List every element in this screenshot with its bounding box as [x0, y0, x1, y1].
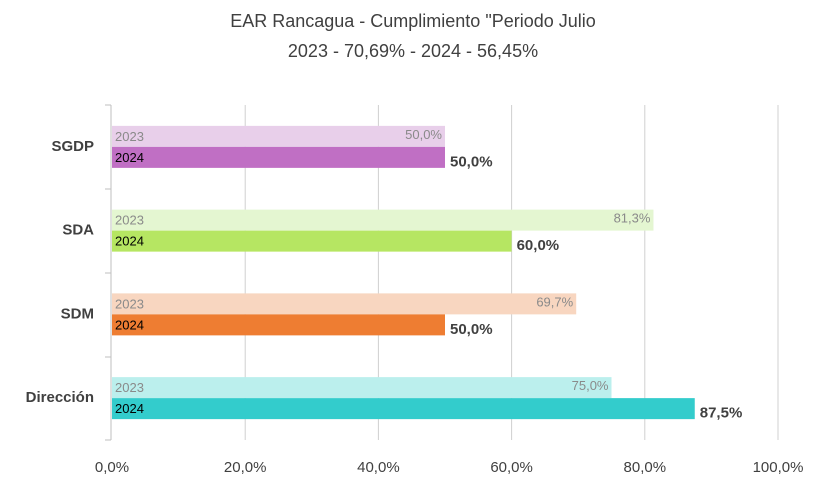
value-label: 87,5%: [700, 405, 743, 422]
value-label: 50,0%: [450, 321, 493, 338]
bar: [112, 398, 695, 420]
chart-title: EAR Rancagua - Cumplimiento "Periodo Jul…: [230, 11, 596, 31]
y-tick-label: SDA: [62, 222, 94, 239]
x-tick-label: 100,0%: [753, 459, 804, 476]
chart-subtitle: 2023 - 70,69% - 2024 - 56,45%: [288, 41, 538, 61]
x-tick-label: 80,0%: [624, 459, 667, 476]
value-label: 50,0%: [405, 127, 442, 142]
value-label: 81,3%: [614, 211, 651, 226]
value-label: 50,0%: [450, 153, 493, 170]
bar: [112, 209, 654, 231]
y-tick-label: Dirección: [26, 389, 94, 406]
value-label: 69,7%: [536, 294, 573, 309]
y-tick-label: SDM: [61, 305, 94, 322]
bar-series-label: 2024: [115, 150, 144, 165]
y-tick-label: SGDP: [51, 138, 94, 155]
bar: [112, 377, 612, 399]
x-tick-label: 20,0%: [224, 459, 267, 476]
bar-series-label: 2023: [115, 380, 144, 395]
x-tick-label: 0,0%: [95, 459, 129, 476]
bar-series-label: 2024: [115, 401, 144, 416]
bar: [112, 146, 445, 168]
bar-series-label: 2024: [115, 317, 144, 332]
bar: [112, 125, 445, 147]
x-tick-label: 40,0%: [357, 459, 400, 476]
bar: [112, 314, 445, 336]
bar: [112, 230, 512, 252]
x-tick-label: 60,0%: [490, 459, 533, 476]
bar-series-label: 2023: [115, 296, 144, 311]
bar: [112, 293, 577, 315]
bar-series-label: 2024: [115, 234, 144, 249]
y-axis: [105, 104, 112, 441]
value-label: 75,0%: [572, 378, 609, 393]
bar-series-label: 2023: [115, 129, 144, 144]
value-label: 60,0%: [517, 237, 560, 254]
bar-series-label: 2023: [115, 213, 144, 228]
